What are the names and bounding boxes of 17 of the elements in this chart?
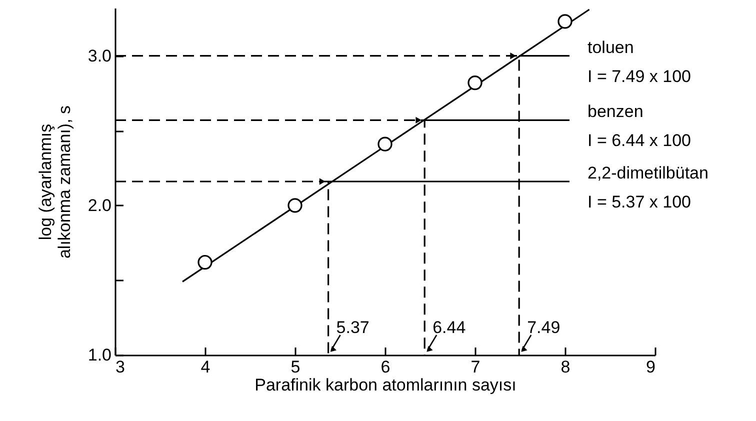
x-tick-label: 9 <box>646 358 656 376</box>
annotation: 6.44 <box>432 318 466 337</box>
y-axis-title: log (ayarlanmış alıkonma zamanı), s <box>36 105 74 259</box>
x-tick-label: 3 <box>116 358 125 376</box>
annotation: 5.37 <box>336 318 370 337</box>
y-tick-label: 2.0 <box>88 196 112 215</box>
x-tick-label: 7 <box>470 358 480 376</box>
annotation: benzen I = 6.44 x 100 <box>588 102 691 150</box>
x-tick-label: 4 <box>200 358 210 376</box>
x-tick-label: 8 <box>560 358 570 376</box>
y-tick-label: 1.0 <box>88 346 112 364</box>
x-tick-label: 6 <box>380 358 390 376</box>
annotation: 7.49 <box>527 318 560 337</box>
y-tick-label: 3.0 <box>88 46 112 66</box>
x-tick-label: 5 <box>290 358 300 376</box>
annotation: 2,2-dimetilbütan I = 5.37 x 100 <box>588 164 708 212</box>
x-axis-title: Parafinik karbon atomlarının sayısı <box>254 376 516 394</box>
